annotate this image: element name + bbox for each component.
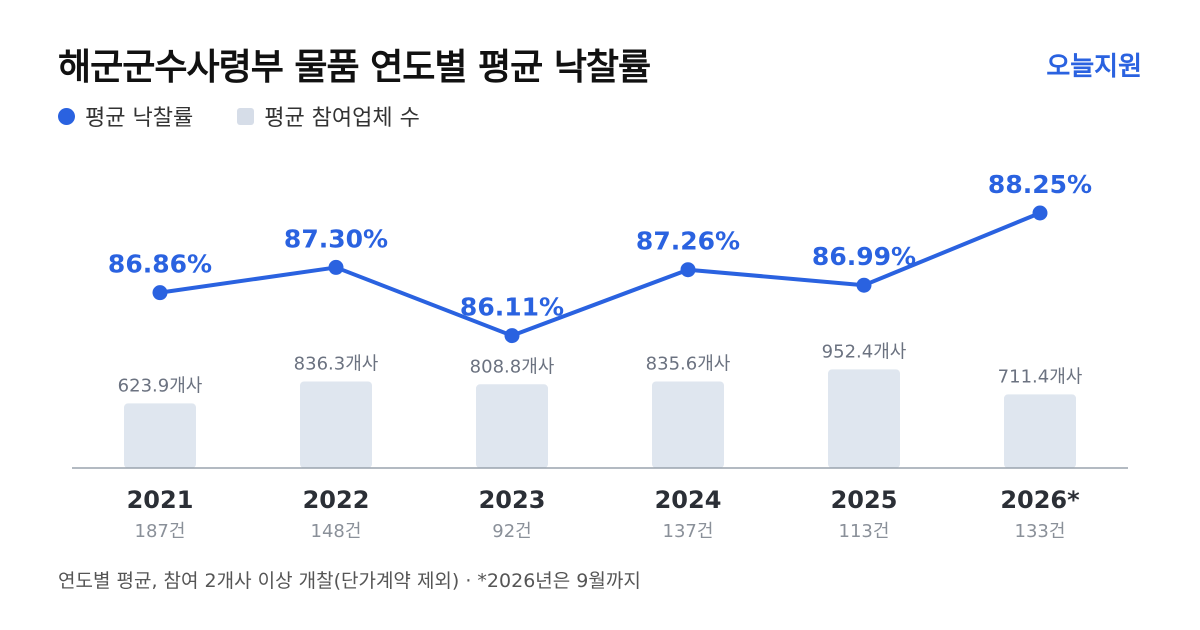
bar-value-label: 623.9개사	[118, 375, 203, 396]
rate-value-label: 87.26%	[636, 227, 740, 256]
brand-logo-text[interactable]: 오늘지원	[1046, 52, 1142, 82]
rate-point-2026*	[1032, 205, 1048, 221]
rate-line	[159, 211, 1041, 338]
bar-2022	[300, 381, 372, 468]
chart-title: 해군군수사령부 물품 연도별 평균 낙찰률	[58, 47, 651, 88]
legend-label-count: 평균 참여업체 수	[264, 106, 420, 131]
legend-item-count: 평균 참여업체 수	[237, 100, 420, 132]
x-tick-label: 2022	[303, 486, 370, 514]
legend: 평균 낙찰률 평균 참여업체 수	[58, 100, 464, 132]
bar-value-label: 711.4개사	[998, 366, 1083, 387]
rate-point-2022	[328, 259, 344, 275]
x-tick-sublabel: 137건	[663, 521, 714, 542]
bar-2021	[124, 403, 196, 468]
x-tick-sublabel: 133건	[1015, 521, 1066, 542]
bar-2026*	[1004, 394, 1076, 468]
rate-point-2023	[504, 328, 520, 344]
bar-value-label: 835.6개사	[646, 354, 731, 375]
x-tick-label: 2025	[831, 486, 898, 514]
x-tick-sublabel: 148건	[311, 521, 362, 542]
combo-chart: 623.9개사 836.3개사 808.8개사 835.6개사 952.4개사 711.4…	[72, 170, 1128, 542]
x-tick-label: 2023	[479, 486, 546, 514]
rate-value-label: 87.30%	[284, 224, 388, 253]
x-tick-sublabel: 92건	[492, 521, 531, 542]
legend-label-rate: 평균 낙찰률	[85, 106, 194, 131]
rate-point-2025	[856, 277, 872, 293]
bar-value-label: 808.8개사	[470, 356, 555, 377]
x-tick-label: 2021	[127, 486, 194, 514]
footnote: 연도별 평균, 참여 2개사 이상 개찰(단가계약 제외) · *2026년은 …	[58, 570, 641, 592]
rate-value-label: 86.86%	[108, 250, 212, 279]
rate-point-2021	[152, 285, 168, 301]
x-tick-sublabel: 113건	[839, 521, 890, 542]
x-tick-label: 2024	[655, 486, 722, 514]
bar-2024	[652, 381, 724, 468]
rate-value-label: 86.99%	[812, 242, 916, 271]
rate-value-label: 88.25%	[988, 170, 1092, 199]
rate-point-2024	[680, 262, 696, 278]
rate-value-label: 86.11%	[460, 293, 564, 322]
x-tick-sublabel: 187건	[135, 521, 186, 542]
legend-square-icon	[237, 107, 255, 125]
bar-value-label: 836.3개사	[294, 353, 379, 374]
legend-item-rate: 평균 낙찰률	[58, 100, 193, 132]
bar-2025	[828, 369, 900, 468]
x-tick-label: 2026*	[1000, 486, 1080, 514]
bar-2023	[476, 384, 548, 468]
legend-dot-icon	[58, 107, 75, 125]
bar-value-label: 952.4개사	[822, 341, 907, 362]
